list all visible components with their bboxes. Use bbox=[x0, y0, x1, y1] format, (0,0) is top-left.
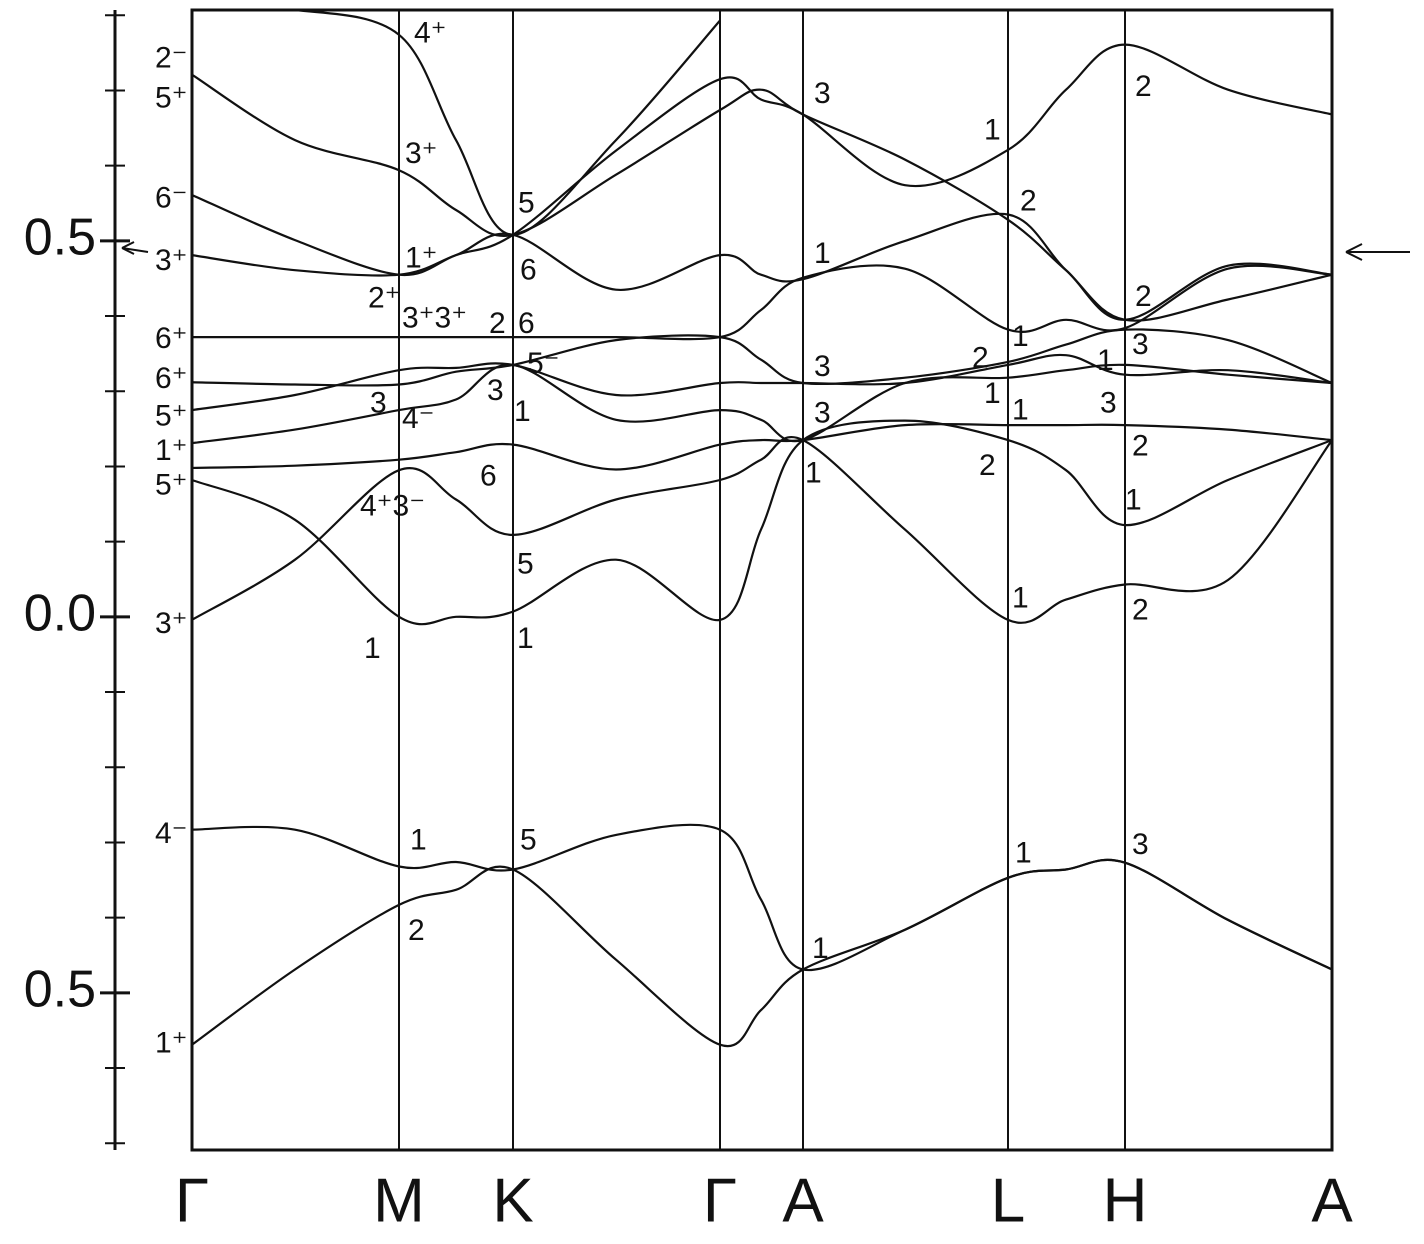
x-tick-label: Γ bbox=[703, 1166, 737, 1235]
x-tick-label: M bbox=[373, 1166, 425, 1235]
band-line bbox=[192, 363, 1332, 445]
band-label: 5 bbox=[520, 824, 537, 857]
band-label: 6 bbox=[480, 460, 497, 493]
band-label: 3 bbox=[1132, 328, 1149, 361]
band-label: 1 bbox=[812, 932, 829, 965]
band-label: 1 bbox=[984, 114, 1001, 147]
y-tick-label: 0.5 bbox=[24, 961, 96, 1019]
band-label: 1 bbox=[1097, 344, 1114, 377]
band-line bbox=[192, 264, 1332, 341]
band-line bbox=[192, 419, 1332, 626]
x-tick-label: K bbox=[492, 1166, 533, 1235]
band-label: 3⁺ bbox=[155, 244, 188, 277]
right-arrow bbox=[1345, 243, 1410, 261]
band-label: 2⁺ bbox=[368, 281, 401, 314]
band-label: 1⁺ bbox=[155, 434, 188, 467]
band-label: 1 bbox=[984, 377, 1001, 410]
band-label: 3 bbox=[814, 396, 831, 429]
y-tick-label: 0.5 bbox=[24, 209, 96, 267]
band-label: 3 bbox=[487, 374, 504, 407]
y-tick-label: 0.0 bbox=[24, 585, 96, 643]
band-label: 4⁺ bbox=[414, 17, 447, 50]
band-line bbox=[192, 212, 1332, 322]
band-label: 2 bbox=[1135, 70, 1152, 103]
x-tick-label: L bbox=[991, 1166, 1025, 1235]
band-label: 6⁻ bbox=[155, 181, 188, 214]
band-label: 3⁺3⁺ bbox=[402, 302, 467, 335]
band-label: 5⁻ bbox=[527, 347, 560, 380]
band-label: 1 bbox=[410, 824, 427, 857]
band-label: 3 bbox=[814, 350, 831, 383]
band-label: 1 bbox=[1012, 581, 1029, 614]
band-label: 3 bbox=[1100, 387, 1117, 420]
band-label: 3 bbox=[370, 387, 387, 420]
band-label: 1 bbox=[1125, 484, 1142, 517]
band-label: 2 bbox=[489, 307, 506, 340]
band-label: 1 bbox=[1015, 836, 1032, 869]
band-label: 5⁺ bbox=[155, 469, 188, 502]
band-label: 2 bbox=[972, 342, 989, 375]
x-tick-label: A bbox=[782, 1166, 824, 1235]
band-label: 4⁺3⁻ bbox=[360, 490, 425, 523]
band-label: 5⁺ bbox=[155, 399, 188, 432]
band-label: 2 bbox=[1132, 594, 1149, 627]
band-label: 3 bbox=[814, 77, 831, 110]
band-label: 2 bbox=[1132, 430, 1149, 463]
band-label: 6 bbox=[518, 307, 535, 340]
band-line bbox=[192, 823, 1332, 972]
band-label: 4⁻ bbox=[402, 402, 435, 435]
x-tick-label: Γ bbox=[175, 1166, 209, 1235]
band-label: 1 bbox=[517, 622, 534, 655]
band-label: 6⁺ bbox=[155, 322, 188, 355]
band-label: 1⁺ bbox=[405, 242, 438, 275]
band-label: 5 bbox=[517, 548, 534, 581]
band-label: 6⁺ bbox=[155, 362, 188, 395]
band-line bbox=[192, 43, 1332, 277]
band-label: 1 bbox=[1012, 320, 1029, 353]
band-label: 5⁺ bbox=[155, 81, 188, 114]
band-line bbox=[192, 10, 721, 236]
band-label: 3⁺ bbox=[405, 137, 438, 170]
plot-frame bbox=[190, 8, 1334, 1152]
band-label: 1⁺ bbox=[155, 1027, 188, 1060]
band-label: 4⁻ bbox=[155, 817, 188, 850]
band-line bbox=[192, 436, 1332, 624]
band-label: 2 bbox=[1135, 280, 1152, 313]
band-label: 2⁻ bbox=[155, 42, 188, 75]
band-label: 2 bbox=[408, 914, 425, 947]
band-label: 5 bbox=[518, 187, 535, 220]
band-label: 1 bbox=[514, 395, 531, 428]
band-label: 2 bbox=[1020, 184, 1037, 217]
band-label: 1 bbox=[364, 632, 381, 665]
band-label: 3⁺ bbox=[155, 607, 188, 640]
band-label: 1 bbox=[814, 237, 831, 270]
band-line bbox=[192, 858, 1332, 1048]
band-line bbox=[192, 73, 1332, 321]
band-label: 1 bbox=[1012, 393, 1029, 426]
band-line bbox=[192, 422, 1332, 471]
x-tick-label: A bbox=[1311, 1166, 1353, 1235]
band-label: 2 bbox=[979, 449, 996, 482]
band-label: 1 bbox=[805, 457, 822, 490]
band-label: 3 bbox=[1132, 828, 1149, 861]
x-tick-label: H bbox=[1103, 1166, 1148, 1235]
left-arrow bbox=[121, 241, 149, 255]
band-line bbox=[192, 353, 1332, 412]
band-label: 6 bbox=[520, 254, 537, 287]
